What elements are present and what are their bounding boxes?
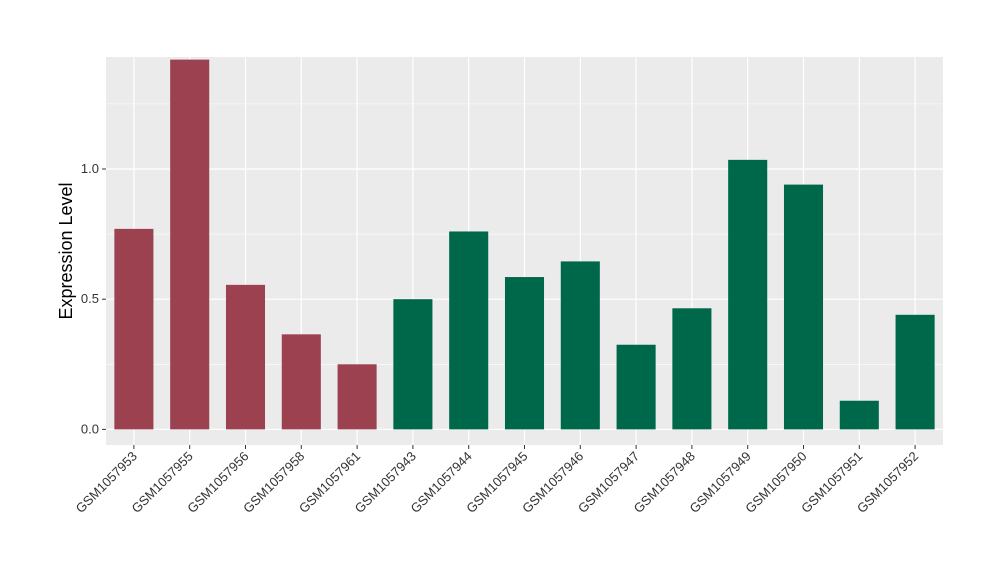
bar-GSM1057943 (393, 299, 433, 430)
bar-GSM1057961 (337, 364, 377, 430)
y-tick-label: 0.5 (81, 291, 99, 306)
bar-GSM1057953 (114, 228, 154, 430)
bar-GSM1057944 (449, 231, 489, 430)
bar-GSM1057949 (728, 159, 768, 430)
bar-GSM1057947 (616, 344, 656, 430)
bar-GSM1057956 (225, 284, 266, 430)
x-axis: GSM1057953GSM1057955GSM1057956GSM1057958… (73, 445, 921, 516)
bar-GSM1057952 (895, 314, 935, 430)
bar-GSM1057955 (170, 59, 210, 430)
bar-GSM1057946 (560, 261, 600, 430)
bar-GSM1057948 (672, 308, 712, 430)
y-axis-title: Expression Level (56, 182, 76, 319)
bar-GSM1057950 (783, 184, 824, 430)
y-tick-label: 1.0 (81, 161, 99, 176)
y-tick-label: 0.0 (81, 421, 99, 436)
bar-GSM1057958 (281, 334, 321, 430)
y-axis: 0.0 0.5 1.0 (81, 161, 106, 436)
bar-GSM1057945 (504, 277, 545, 430)
bar-GSM1057951 (839, 400, 879, 430)
bars-group (114, 59, 935, 430)
